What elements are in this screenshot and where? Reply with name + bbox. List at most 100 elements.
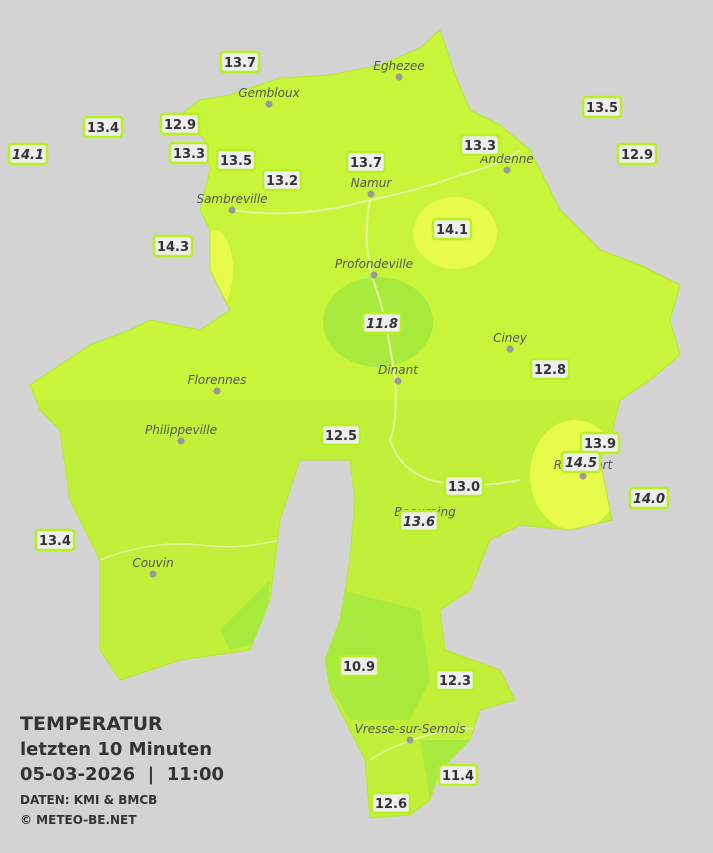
city-name: Namur [351, 176, 393, 190]
station: 14.5 [560, 450, 602, 474]
station: 13.2 [261, 168, 303, 192]
station-value: 13.4 [39, 534, 71, 549]
city-name: Eghezee [373, 59, 424, 73]
city-dot [503, 166, 511, 174]
station-box [219, 50, 261, 74]
station-value: 12.6 [375, 797, 407, 812]
station-value: 12.9 [621, 148, 653, 163]
city-name: Ciney [493, 331, 528, 345]
station: 13.4 [34, 528, 76, 552]
station-value: 13.7 [350, 156, 382, 171]
city-name: Philippeville [145, 423, 217, 437]
station-box [437, 763, 479, 787]
city-name: Dinant [378, 363, 419, 377]
station-box [82, 115, 124, 139]
legend-subtitle: letzten 10 Minuten [20, 739, 212, 760]
station: 11.8 [361, 311, 403, 335]
station-box [529, 357, 571, 381]
station: 13.5 [215, 148, 257, 172]
station-value: 14.1 [12, 148, 44, 163]
station-box [581, 95, 623, 119]
station-value: 13.5 [220, 154, 252, 169]
station: 13.4 [82, 115, 124, 139]
station-value: 12.3 [439, 674, 471, 689]
stations: 13.7 13.4 12.9 14.1 13.3 13.5 13.2 13.7 13.3 13.5… [7, 50, 670, 815]
station: 13.3 [459, 133, 501, 157]
station-value: 11.4 [442, 769, 474, 784]
station-value: 12.9 [164, 118, 196, 133]
station-value: 14.1 [436, 223, 468, 238]
station: 12.6 [370, 791, 412, 815]
station: 13.7 [345, 150, 387, 174]
station: 12.3 [434, 668, 476, 692]
city-dot [394, 377, 402, 385]
station-value: 13.6 [403, 515, 435, 530]
station: 13.6 [398, 509, 440, 533]
station: 12.5 [320, 423, 362, 447]
legend-copyright: © METEO-BE.NET [20, 813, 137, 827]
station-box [261, 168, 303, 192]
city-name: Profondeville [335, 257, 413, 271]
station-box [370, 791, 412, 815]
station: 14.1 [7, 142, 49, 166]
station-box [431, 217, 473, 241]
station-value: 10.9 [343, 660, 375, 675]
station-box [616, 142, 658, 166]
station: 13.0 [443, 474, 485, 498]
station-value: 13.0 [448, 480, 480, 495]
station-box [345, 150, 387, 174]
river [229, 149, 521, 215]
station: 14.0 [628, 486, 670, 510]
city-dot [228, 206, 236, 214]
city-dot [370, 271, 378, 279]
station: 13.9 [579, 431, 621, 455]
station-value: 14.3 [157, 240, 189, 255]
station: 10.9 [338, 654, 380, 678]
station-box [398, 509, 440, 533]
legend-source: DATEN: KMI & BMCB [20, 793, 157, 807]
station-value: 13.5 [586, 101, 618, 116]
legend-datetime: 05-03-2026 | 11:00 [20, 764, 224, 785]
station-value: 11.8 [366, 317, 398, 332]
station-box [459, 133, 501, 157]
legend: TEMPERATUR letzten 10 Minuten 05-03-2026… [20, 713, 224, 827]
city-dot [367, 190, 375, 198]
city-name: Sambreville [196, 192, 267, 206]
city-dot [395, 73, 403, 81]
city-dot [265, 100, 273, 108]
city-name: Vresse-sur-Semois [355, 722, 466, 736]
station: 13.7 [219, 50, 261, 74]
station: 12.8 [529, 357, 571, 381]
station-value: 13.9 [584, 437, 616, 452]
station: 12.9 [159, 112, 201, 136]
station: 12.9 [616, 142, 658, 166]
station-value: 12.8 [534, 363, 566, 378]
station-box [434, 668, 476, 692]
city-dot [406, 736, 414, 744]
city-name: Couvin [132, 556, 173, 570]
station: 13.3 [168, 141, 210, 165]
station-box [320, 423, 362, 447]
station: 13.5 [581, 95, 623, 119]
station-box [338, 654, 380, 678]
station-box [361, 311, 403, 335]
station-value: 13.2 [266, 174, 298, 189]
city-dot [579, 472, 587, 480]
station-value: 13.7 [224, 56, 256, 71]
city-name: Gembloux [238, 86, 300, 100]
river [99, 539, 281, 561]
city-dot [149, 570, 157, 578]
city-dot [506, 345, 514, 353]
station-box [443, 474, 485, 498]
station-box [168, 141, 210, 165]
station-value: 14.5 [565, 456, 597, 471]
station: 14.1 [431, 217, 473, 241]
station: 11.4 [437, 763, 479, 787]
city-name: Florennes [188, 373, 247, 387]
station-value: 13.3 [464, 139, 496, 154]
station-box [152, 234, 194, 258]
station-box [628, 486, 670, 510]
station-value: 13.4 [87, 121, 119, 136]
station-box [7, 142, 49, 166]
